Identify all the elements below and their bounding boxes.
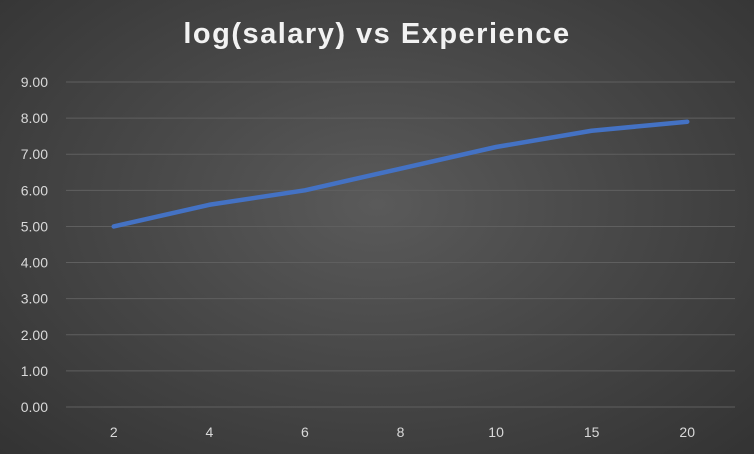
series-line-0 <box>111 119 690 229</box>
x-tick-label: 2 <box>110 424 118 440</box>
data-point <box>111 224 116 229</box>
x-tick-label: 15 <box>584 424 600 440</box>
x-tick-label: 4 <box>205 424 213 440</box>
y-tick-label: 4.00 <box>21 255 48 271</box>
y-tick-label: 5.00 <box>21 218 48 234</box>
y-tick-label: 6.00 <box>21 182 48 198</box>
x-axis-tick-labels: 2 4 6 8 10 15 20 <box>110 424 695 440</box>
x-tick-label: 20 <box>679 424 695 440</box>
data-point <box>494 145 499 149</box>
data-point <box>398 166 403 171</box>
data-point <box>302 188 307 193</box>
y-tick-label: 1.00 <box>21 363 48 379</box>
x-tick-label: 6 <box>301 424 309 440</box>
chart-title: log(salary) vs Experience <box>183 18 571 50</box>
y-tick-label: 9.00 <box>21 74 48 90</box>
data-point <box>207 202 212 207</box>
y-tick-label: 2.00 <box>21 327 48 343</box>
y-axis-tick-labels: 0.00 1.00 2.00 3.00 4.00 5.00 6.00 7.00 8.00 9.00 <box>21 74 48 415</box>
series-layer <box>111 119 690 229</box>
y-tick-label: 8.00 <box>21 110 48 126</box>
x-tick-label: 8 <box>397 424 405 440</box>
data-point <box>685 119 690 124</box>
y-tick-label: 0.00 <box>21 399 48 415</box>
gridlines <box>66 81 735 408</box>
data-point <box>589 128 594 133</box>
x-tick-label: 10 <box>488 424 504 440</box>
y-tick-label: 7.00 <box>21 146 48 162</box>
y-tick-label: 3.00 <box>21 291 48 307</box>
